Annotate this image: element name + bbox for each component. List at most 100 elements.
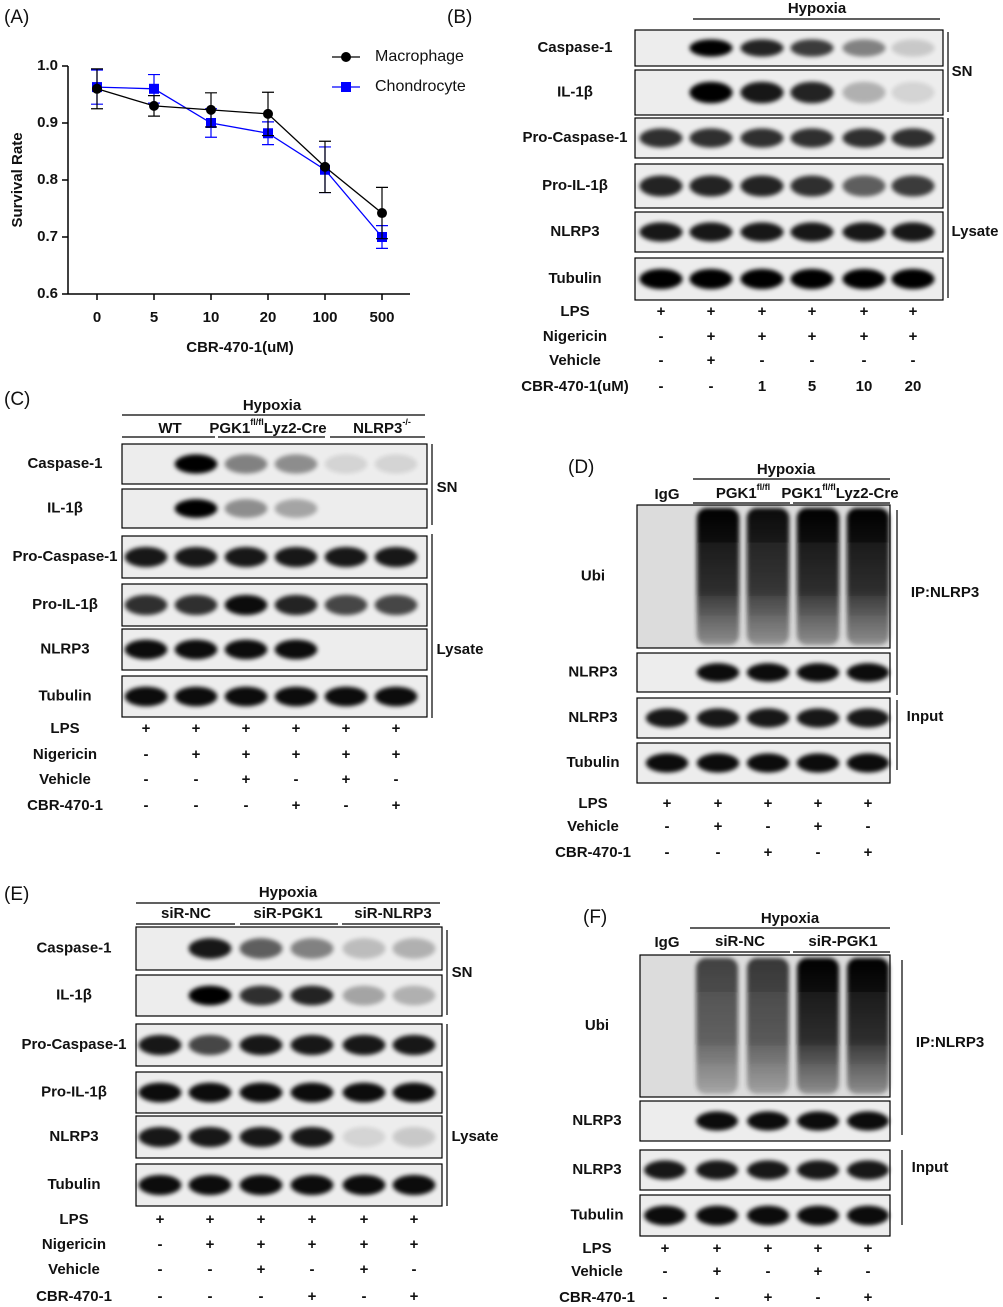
smear xyxy=(696,508,740,645)
band xyxy=(188,1126,232,1148)
band xyxy=(797,1160,839,1180)
treatment-value: + xyxy=(308,1211,317,1228)
band xyxy=(746,753,790,773)
treatment-value: 10 xyxy=(856,378,873,395)
band xyxy=(847,1205,889,1226)
bracket-label: SN xyxy=(452,964,473,981)
treatment-name: CBR-470-1 xyxy=(36,1288,112,1305)
band xyxy=(846,753,890,773)
treatment-value: + xyxy=(410,1236,419,1253)
band xyxy=(392,1174,436,1196)
band xyxy=(138,1034,182,1056)
group-label: PGK1fl/flLyz2-Cre xyxy=(781,482,898,502)
band xyxy=(790,222,834,242)
treatment-value: + xyxy=(714,818,723,835)
row-label: Pro-Caspase-1 xyxy=(522,129,627,146)
band xyxy=(274,454,318,474)
band xyxy=(740,128,784,148)
row-label: Caspase-1 xyxy=(537,39,612,56)
group-text: siR-NLRP3 xyxy=(354,905,432,922)
treatment-value: 5 xyxy=(808,378,816,395)
band xyxy=(645,753,689,773)
band xyxy=(842,39,886,57)
treatment-name: LPS xyxy=(59,1211,88,1228)
band xyxy=(274,499,318,518)
treatment-value: + xyxy=(342,771,351,788)
group-label: siR-PGK1 xyxy=(808,933,877,950)
treatment-value: - xyxy=(866,818,871,835)
band xyxy=(392,938,436,959)
band xyxy=(342,1082,386,1103)
band xyxy=(797,1205,839,1226)
y-tick-label: 0.6 xyxy=(37,285,58,302)
band xyxy=(224,639,268,660)
treatment-name: CBR-470-1 xyxy=(559,1289,635,1306)
band xyxy=(740,222,784,242)
band xyxy=(392,985,436,1006)
condition-title: Hypoxia xyxy=(788,0,847,17)
blot-strip xyxy=(135,974,443,1017)
band xyxy=(342,1174,386,1196)
band xyxy=(174,499,218,518)
bracket-label: Input xyxy=(907,708,944,725)
treatment-value: + xyxy=(360,1211,369,1228)
treatment-value: - xyxy=(244,797,249,814)
treatment-name: Nigericin xyxy=(42,1236,106,1253)
treatment-value: + xyxy=(864,1240,873,1257)
treatment-name: Vehicle xyxy=(567,818,619,835)
band xyxy=(124,546,168,568)
panel-label: (D) xyxy=(568,457,594,478)
band xyxy=(239,1034,283,1056)
y-axis-label: Survival Rate xyxy=(9,132,26,227)
treatment-value: 1 xyxy=(758,378,766,395)
smear xyxy=(847,958,889,1094)
bracket-label: Lysate xyxy=(952,223,999,240)
bracket-label: SN xyxy=(437,479,458,496)
treatment-value: - xyxy=(659,328,664,345)
row-label: Tubulin xyxy=(38,687,91,704)
group-text: WT xyxy=(158,420,181,437)
band xyxy=(274,686,318,707)
band xyxy=(842,222,886,242)
band xyxy=(696,663,740,682)
band xyxy=(746,708,790,728)
row-label: NLRP3 xyxy=(40,640,89,657)
group-label: PGK1fl/flLyz2-Cre xyxy=(209,417,326,437)
treatment-value: - xyxy=(394,771,399,788)
superscript: fl/fl xyxy=(757,482,771,492)
band xyxy=(797,1111,839,1131)
treatment-value: + xyxy=(342,746,351,763)
group-label: siR-NC xyxy=(161,905,211,922)
treatment-value: - xyxy=(158,1261,163,1278)
band xyxy=(188,938,232,959)
treatment-value: + xyxy=(257,1236,266,1253)
band xyxy=(689,39,733,57)
marker xyxy=(92,83,102,94)
treatment-value: + xyxy=(657,303,666,320)
treatment-value: - xyxy=(344,797,349,814)
blot-strip xyxy=(121,488,428,529)
band xyxy=(639,128,683,148)
treatment-value: + xyxy=(707,328,716,345)
treatment-value: + xyxy=(764,1289,773,1306)
treatment-value: - xyxy=(816,844,821,861)
band xyxy=(374,454,418,474)
band xyxy=(239,1082,283,1103)
treatment-value: + xyxy=(242,720,251,737)
group-text: Lyz2-Cre xyxy=(264,420,327,437)
y-tick-label: 0.8 xyxy=(37,171,58,188)
blot-strip xyxy=(135,1163,443,1207)
band xyxy=(796,708,840,728)
treatment-name: Vehicle xyxy=(549,352,601,369)
treatment-value: + xyxy=(142,720,151,737)
treatment-value: - xyxy=(760,352,765,369)
band xyxy=(891,268,935,290)
treatment-value: 20 xyxy=(905,378,922,395)
row-label: IL-1β xyxy=(47,499,83,516)
band xyxy=(747,1111,789,1131)
superscript: fl/fl xyxy=(822,482,836,492)
band xyxy=(274,639,318,660)
band xyxy=(274,546,318,568)
treatment-value: - xyxy=(659,378,664,395)
smear xyxy=(796,508,840,645)
